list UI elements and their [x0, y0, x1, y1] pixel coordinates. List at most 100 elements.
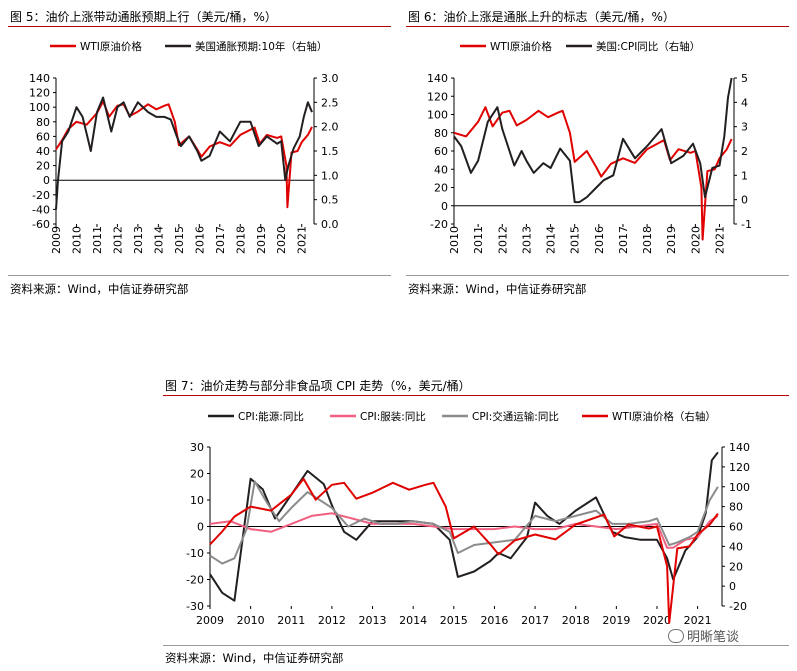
f5-left-tick-label: 20 — [36, 160, 50, 173]
f7-right-tick-label: 80 — [729, 501, 743, 514]
f7-x-tick-label: 2015 — [440, 614, 468, 627]
f7-x-tick-label: 2014 — [399, 614, 427, 627]
f6-x-tick-label: 2015 — [569, 226, 582, 254]
f7-x-tick-label: 2010 — [237, 614, 265, 627]
f6-x-tick-label: 2018 — [641, 226, 654, 254]
f6-series-2-line — [453, 77, 733, 204]
f7-x-tick-label: 2017 — [521, 614, 549, 627]
f6-right-tick-label: 3 — [741, 121, 748, 134]
f7-x-tick-label: 2016 — [480, 614, 508, 627]
f7-series-4-line — [209, 477, 719, 624]
figure-7-source-rule — [163, 645, 789, 646]
f5-legend-label-1: WTI原油价格 — [80, 40, 142, 53]
f7-legend-label-2: CPI:服装:同比 — [360, 410, 426, 423]
f6-x-tick-label: 2014 — [545, 226, 558, 254]
f6-x-tick-label: 2017 — [617, 226, 630, 254]
f5-x-tick-label: 2014 — [152, 226, 165, 254]
f5-right-tick-label: 0.5 — [321, 194, 339, 207]
f6-left-tick-label: 20 — [434, 182, 448, 195]
f7-x-tick-label: 2009 — [196, 614, 224, 627]
f5-right-tick-label: 1.5 — [321, 145, 339, 158]
f5-x-tick-label: 2016 — [193, 226, 206, 254]
f5-left-tick-label: 0 — [43, 174, 50, 187]
watermark: 明晰笔谈 — [668, 626, 739, 645]
f5-x-tick-label: 2017 — [214, 226, 227, 254]
f6-left-tick-label: 100 — [427, 109, 448, 122]
f6-right-tick-label: -1 — [741, 218, 752, 231]
f7-x-tick-label: 2012 — [318, 614, 346, 627]
f6-left-tick-label: 140 — [427, 72, 448, 85]
f5-left-tick-label: 120 — [29, 87, 50, 100]
f7-series-2-line — [209, 512, 719, 549]
f6-right-tick-label: 1 — [741, 169, 748, 182]
f7-right-tick-label: 140 — [729, 441, 750, 454]
f6-x-tick-label: 2010 — [448, 226, 461, 254]
figure-7-source: 资料来源：Wind，中信证券研究部 — [165, 651, 344, 665]
f7-left-tick-label: 20 — [190, 468, 204, 481]
f5-left-tick-label: 140 — [29, 72, 50, 85]
figure-5-source: 资料来源：Wind，中信证券研究部 — [10, 282, 189, 296]
f7-left-tick-label: 0 — [197, 521, 204, 534]
f6-left-tick-label: 0 — [441, 200, 448, 213]
f7-right-tick-label: 20 — [729, 560, 743, 573]
f5-x-tick-label: 2019 — [255, 226, 268, 254]
f6-left-tick-label: 60 — [434, 145, 448, 158]
f6-series-1-line — [453, 106, 733, 241]
watermark-text: 明晰笔谈 — [687, 630, 740, 645]
f5-x-tick-label: 2013 — [132, 226, 145, 254]
f7-series-3-line — [209, 480, 719, 565]
figure-5-title: 图 5：油价上涨带动通胀预期上行（美元/桶，%） — [10, 10, 277, 24]
f6-x-tick-label: 2019 — [665, 226, 678, 254]
f7-left-tick-label: -10 — [186, 547, 204, 560]
f5-x-tick-label: 2011 — [91, 226, 104, 254]
f7-x-tick-label: 2018 — [562, 614, 590, 627]
f7-x-tick-label: 2019 — [602, 614, 630, 627]
f7-right-tick-label: 0 — [729, 580, 736, 593]
f5-left-tick-label: 60 — [36, 130, 50, 143]
f6-right-tick-label: 0 — [741, 194, 748, 207]
f5-series-2-line — [55, 96, 313, 210]
f5-left-tick-label: 100 — [29, 101, 50, 114]
f5-right-tick-label: 0.0 — [321, 218, 339, 231]
f5-left-tick-label: 40 — [36, 145, 50, 158]
f7-series-1-line — [209, 451, 719, 602]
f6-right-tick-label: 4 — [741, 96, 748, 109]
f5-right-tick-label: 1.0 — [321, 169, 339, 182]
figure-6-title: 图 6：油价上涨是通胀上升的标志（美元/桶，%） — [408, 10, 675, 24]
figure-6-source: 资料来源：Wind，中信证券研究部 — [408, 282, 587, 296]
figure-7-title-rule — [163, 395, 789, 396]
figure-6-source-rule — [406, 275, 789, 276]
f6-left-tick-label: -20 — [430, 218, 448, 231]
f5-x-tick-label: 2018 — [234, 226, 247, 254]
figure-6-title-rule — [406, 26, 789, 27]
f7-left-tick-label: -20 — [186, 574, 204, 587]
f7-legend-label-4: WTI原油价格（右轴） — [612, 410, 716, 423]
figure-7-title: 图 7：油价走势与部分非食品项 CPI 走势（%，美元/桶） — [165, 379, 471, 393]
f5-left-tick-label: -20 — [32, 189, 50, 202]
f7-x-tick-label: 2013 — [359, 614, 387, 627]
f7-x-tick-label: 2011 — [277, 614, 305, 627]
f5-left-tick-label: 80 — [36, 116, 50, 129]
f6-x-tick-label: 2013 — [520, 226, 533, 254]
f6-x-tick-label: 2011 — [472, 226, 485, 254]
wechat-icon — [668, 629, 684, 643]
f7-x-tick-label: 2020 — [643, 614, 671, 627]
f5-left-tick-label: -60 — [32, 218, 50, 231]
f7-right-tick-label: 100 — [729, 481, 750, 494]
f6-right-tick-label: 5 — [741, 72, 748, 85]
f5-x-tick-label: 2009 — [50, 226, 63, 254]
f5-right-tick-label: 2.0 — [321, 121, 339, 134]
figure-5-title-rule — [8, 26, 391, 27]
f7-left-tick-label: -30 — [186, 600, 204, 613]
f7-legend-label-1: CPI:能源:同比 — [238, 410, 304, 423]
f5-x-tick-label: 2015 — [173, 226, 186, 254]
f6-left-tick-label: 40 — [434, 163, 448, 176]
f6-left-tick-label: 120 — [427, 90, 448, 103]
f5-series-1-line — [55, 100, 313, 209]
f5-right-tick-label: 2.5 — [321, 96, 339, 109]
f7-right-tick-label: 60 — [729, 521, 743, 534]
f7-left-tick-label: 30 — [190, 441, 204, 454]
f6-legend-label-1: WTI原油价格 — [490, 40, 552, 53]
f5-x-tick-label: 2021 — [296, 226, 309, 254]
